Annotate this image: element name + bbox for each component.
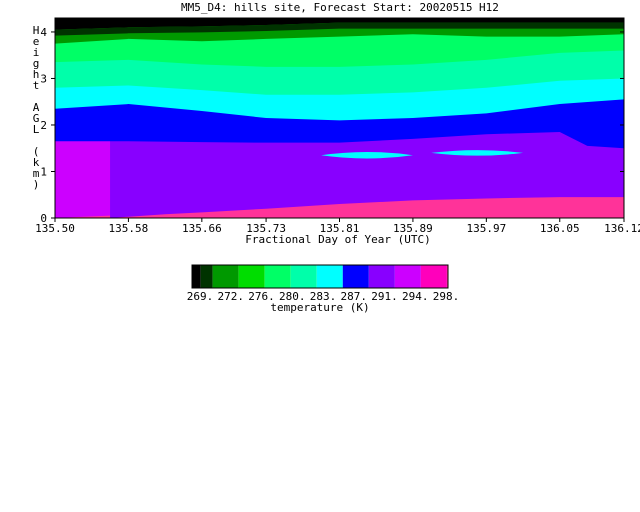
- colorbar-swatch: [342, 265, 369, 288]
- x-tick-label: 135.89: [393, 222, 433, 235]
- x-tick-label: 135.50: [35, 222, 75, 235]
- y-tick-label: 0: [40, 212, 47, 225]
- y-axis-label-char: m: [33, 167, 40, 180]
- colorbar-tick-label: 269.: [187, 290, 214, 303]
- x-axis: 135.50 135.58 135.66 135.73 135.81 135.89 135.…: [35, 18, 640, 235]
- y-axis: 0 1 2 3 4: [40, 26, 624, 225]
- y-axis-label-char: h: [33, 68, 40, 81]
- x-tick-label: 136.12: [604, 222, 640, 235]
- y-axis-label-char: G: [33, 112, 40, 125]
- colorbar: 269. 272. 276. 280. 283. 287. 291. 294. 298.: [187, 264, 460, 303]
- y-axis-label-char: g: [33, 57, 40, 70]
- colorbar-swatch: [420, 265, 447, 288]
- colorbar-tick-label: 280.: [279, 290, 306, 303]
- x-tick-label: 135.73: [246, 222, 286, 235]
- chart-title: MM5_D4: hills site, Forecast Start: 2002…: [181, 1, 499, 14]
- colorbar-swatch: [368, 265, 395, 288]
- colorbar-tick-label: 272.: [218, 290, 245, 303]
- colorbar-frame: [191, 264, 449, 289]
- colorbar-swatch: [200, 265, 213, 288]
- y-axis-label-char: e: [33, 35, 40, 48]
- y-axis-label-char: L: [33, 123, 40, 136]
- y-tick-label: 3: [40, 72, 47, 85]
- colorbar-tick-label: 287.: [341, 290, 368, 303]
- x-axis-label: Fractional Day of Year (UTC): [245, 233, 430, 246]
- colorbar-label: temperature (K): [270, 301, 369, 314]
- colorbar-tick-label: 283.: [310, 290, 337, 303]
- y-axis-label-char: ): [33, 178, 40, 191]
- colorbar-tick-label: 276.: [248, 290, 275, 303]
- y-axis-label-char: A: [33, 101, 40, 114]
- y-tick-label: 4: [40, 26, 47, 39]
- temperature-band-272-dark: [55, 22, 624, 36]
- colorbar-tick-label: 298.: [433, 290, 460, 303]
- y-axis-label-char: k: [33, 156, 40, 169]
- colorbar-swatch: [446, 265, 448, 288]
- colorbar-swatch: [290, 265, 317, 288]
- colorbar-swatch: [192, 265, 201, 288]
- x-tick-label: 136.05: [540, 222, 580, 235]
- y-axis-label-char: t: [33, 79, 40, 92]
- colorbar-swatch: [238, 265, 265, 288]
- temperature-band-<269: [55, 18, 624, 30]
- colorbar-swatch: [394, 265, 421, 288]
- y-tick-label: 2: [40, 119, 47, 132]
- y-axis-label-char: (: [33, 145, 40, 158]
- colorbar-swatch: [212, 265, 239, 288]
- colorbar-swatch: [264, 265, 291, 288]
- plot-area: [55, 18, 624, 218]
- colorbar-tick-label: 291.: [371, 290, 398, 303]
- x-tick-label: 135.97: [466, 222, 506, 235]
- colorbar-tick-label: 294.: [402, 290, 429, 303]
- colorbar-swatch: [316, 265, 343, 288]
- y-axis-label-char: H: [33, 24, 40, 37]
- x-tick-label: 135.58: [109, 222, 149, 235]
- y-tick-label: 1: [40, 165, 47, 178]
- cyan-lens-1: [321, 151, 413, 159]
- x-tick-label: 135.81: [320, 222, 360, 235]
- y-axis-label-char: i: [33, 46, 40, 59]
- cyan-lens-2: [431, 150, 524, 156]
- x-tick-label: 135.66: [182, 222, 222, 235]
